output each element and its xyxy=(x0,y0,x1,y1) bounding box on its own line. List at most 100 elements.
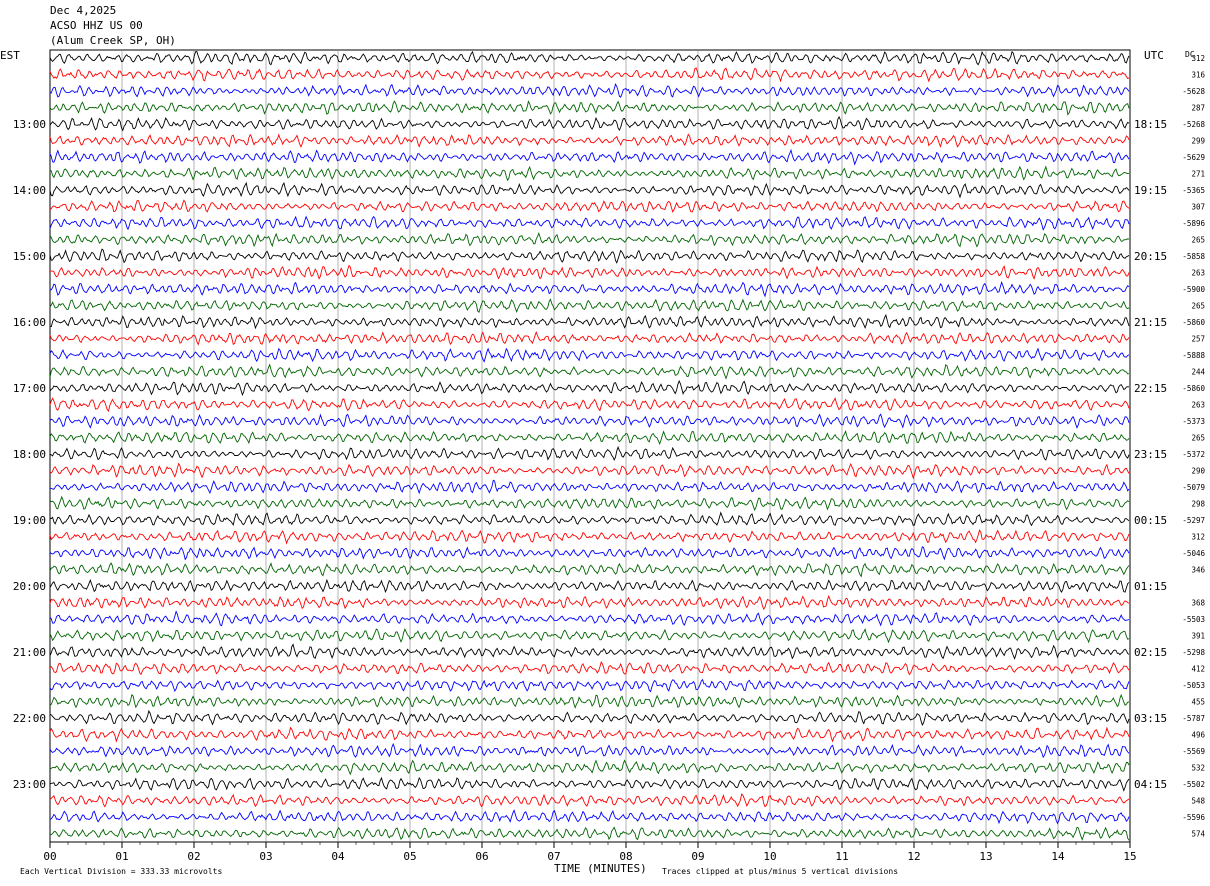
trace-line xyxy=(49,628,1130,644)
trace-line xyxy=(49,578,1130,594)
trace-line xyxy=(49,826,1130,841)
trace-line xyxy=(49,133,1130,148)
scale-note: Each Vertical Division = 333.33 microvol… xyxy=(20,867,223,876)
trace-line xyxy=(49,397,1130,413)
trace-line xyxy=(49,661,1130,676)
trace-line xyxy=(49,379,1130,397)
dc-offset-label: -5569 xyxy=(1182,747,1205,756)
dc-offset-label: 312 xyxy=(1191,533,1205,542)
dc-offset-label: 290 xyxy=(1191,467,1205,476)
est-hour-label: 22:00 xyxy=(13,712,46,725)
dc-offset-label: 496 xyxy=(1191,731,1205,740)
dc-offset-label: -5502 xyxy=(1182,780,1205,789)
dc-offset-label: -5888 xyxy=(1182,351,1205,360)
trace-line xyxy=(49,793,1130,808)
trace-line xyxy=(49,709,1130,726)
dc-offset-label: -5503 xyxy=(1182,615,1205,624)
seismic-traces xyxy=(49,50,1130,841)
dc-offset-label: 299 xyxy=(1191,137,1205,146)
est-zone-label: EST xyxy=(0,49,20,62)
est-hour-label: 19:00 xyxy=(13,514,46,527)
dc-offset-label: -5629 xyxy=(1182,153,1205,162)
dc-offset-label: -5297 xyxy=(1182,516,1205,525)
utc-hour-label: 21:15 xyxy=(1134,316,1167,329)
dc-offset-label: 271 xyxy=(1191,170,1205,179)
x-axis-label: TIME (MINUTES) xyxy=(554,862,647,875)
dc-offset-label: 574 xyxy=(1191,830,1205,839)
trace-line xyxy=(49,479,1130,495)
x-tick-label: 01 xyxy=(115,850,128,863)
dc-offset-labels: 312 316 -5628 287 -5268 299 -5629 271 -5365 307 -5… xyxy=(1182,54,1205,839)
trace-line xyxy=(49,742,1130,759)
trace-line xyxy=(49,430,1130,445)
dc-offset-label: -5628 xyxy=(1182,87,1205,96)
dc-offset-label: -5860 xyxy=(1182,384,1205,393)
dc-offset-label: -5298 xyxy=(1182,648,1205,657)
dc-offset-label: 307 xyxy=(1191,203,1205,212)
trace-line xyxy=(49,445,1130,461)
dc-offset-label: 455 xyxy=(1191,698,1205,707)
dc-offset-label: 532 xyxy=(1191,764,1205,773)
dc-offset-label: 368 xyxy=(1191,599,1205,608)
trace-line xyxy=(49,165,1130,182)
est-hour-label: 20:00 xyxy=(13,580,46,593)
utc-hour-label: 03:15 xyxy=(1134,712,1167,725)
trace-line xyxy=(49,462,1130,480)
dc-offset-label: 312 xyxy=(1191,54,1205,63)
clip-note: Traces clipped at plus/minus 5 vertical … xyxy=(662,867,899,876)
dc-offset-label: 263 xyxy=(1191,269,1205,278)
location-label: (Alum Creek SP, OH) xyxy=(50,34,176,47)
trace-line xyxy=(49,67,1130,83)
trace-line xyxy=(49,413,1130,429)
utc-hour-labels: 18:15 19:15 20:15 21:15 22:15 23:15 00:15 01:15… xyxy=(1134,118,1167,791)
trace-line xyxy=(49,511,1130,527)
trace-line xyxy=(49,181,1130,199)
x-tick-label: 07 xyxy=(547,850,560,863)
dc-header-label: DC xyxy=(1185,50,1195,59)
trace-line xyxy=(49,215,1130,231)
dc-offset-label: -5373 xyxy=(1182,417,1205,426)
utc-hour-label: 19:15 xyxy=(1134,184,1167,197)
trace-line xyxy=(49,546,1130,561)
utc-hour-label: 01:15 xyxy=(1134,580,1167,593)
utc-hour-label: 20:15 xyxy=(1134,250,1167,263)
trace-line xyxy=(49,231,1130,248)
trace-line xyxy=(49,298,1130,314)
x-tick-label: 11 xyxy=(835,850,848,863)
dc-offset-label: -5860 xyxy=(1182,318,1205,327)
dc-offset-label: -5596 xyxy=(1182,813,1205,822)
trace-line xyxy=(49,347,1130,363)
trace-line xyxy=(49,50,1130,66)
utc-hour-label: 18:15 xyxy=(1134,118,1167,131)
trace-line xyxy=(49,264,1130,280)
trace-line xyxy=(49,643,1130,660)
trace-line xyxy=(49,809,1130,825)
dc-offset-label: 391 xyxy=(1191,632,1205,641)
utc-zone-label: UTC xyxy=(1144,49,1164,62)
trace-line xyxy=(49,726,1130,743)
est-hour-label: 18:00 xyxy=(13,448,46,461)
dc-offset-label: -5046 xyxy=(1182,549,1205,558)
x-tick-label: 05 xyxy=(403,850,416,863)
trace-line xyxy=(49,83,1130,98)
est-hour-label: 14:00 xyxy=(13,184,46,197)
dc-offset-label: 287 xyxy=(1191,104,1205,113)
x-tick-label: 15 xyxy=(1123,850,1136,863)
dc-offset-label: -5896 xyxy=(1182,219,1205,228)
dc-offset-label: 316 xyxy=(1191,71,1205,80)
trace-line xyxy=(49,495,1130,512)
dc-offset-label: -5053 xyxy=(1182,681,1205,690)
trace-line xyxy=(49,148,1130,166)
dc-offset-label: 548 xyxy=(1191,797,1205,806)
dc-offset-label: 263 xyxy=(1191,401,1205,410)
utc-hour-label: 00:15 xyxy=(1134,514,1167,527)
trace-line xyxy=(49,115,1130,132)
trace-line xyxy=(49,529,1130,545)
trace-line xyxy=(49,562,1130,578)
est-hour-label: 23:00 xyxy=(13,778,46,791)
est-hour-label: 21:00 xyxy=(13,646,46,659)
x-tick-label: 00 xyxy=(43,850,56,863)
utc-hour-label: 04:15 xyxy=(1134,778,1167,791)
dc-offset-label: 257 xyxy=(1191,335,1205,344)
